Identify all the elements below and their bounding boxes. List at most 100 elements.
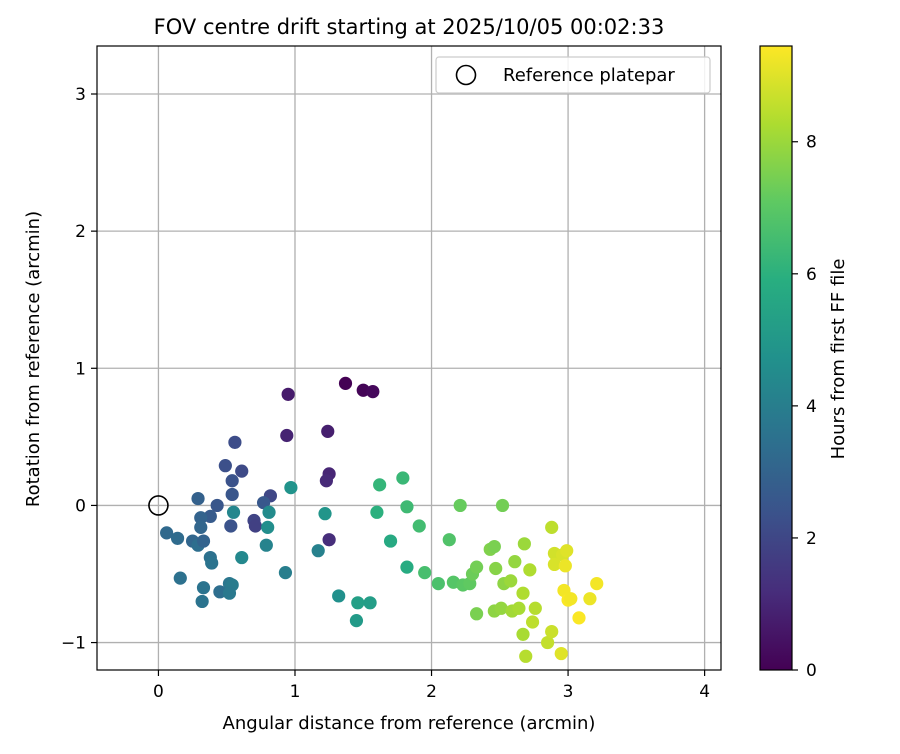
chart-title: FOV centre drift starting at 2025/10/05 … bbox=[154, 15, 665, 39]
data-point bbox=[351, 596, 365, 610]
x-tick-label: 2 bbox=[426, 682, 437, 702]
y-tick-label: 0 bbox=[75, 496, 86, 516]
colorbar-tick-label: 0 bbox=[806, 661, 817, 681]
data-point bbox=[318, 507, 332, 521]
data-point bbox=[453, 498, 467, 513]
data-point bbox=[261, 520, 275, 534]
data-point bbox=[523, 563, 537, 577]
data-point bbox=[194, 520, 208, 534]
data-point bbox=[332, 589, 346, 603]
legend: Reference platepar bbox=[435, 56, 711, 94]
data-point bbox=[205, 556, 219, 570]
data-point bbox=[373, 478, 387, 492]
grid bbox=[97, 46, 721, 670]
data-point bbox=[218, 459, 232, 473]
data-point bbox=[400, 500, 414, 514]
data-point bbox=[545, 625, 559, 639]
data-point bbox=[363, 596, 377, 610]
data-point bbox=[564, 592, 578, 606]
data-point bbox=[512, 601, 526, 615]
data-point bbox=[194, 511, 208, 525]
data-point bbox=[311, 544, 325, 558]
data-point bbox=[322, 533, 336, 547]
colorbar-tick-label: 4 bbox=[806, 397, 817, 417]
data-point bbox=[545, 520, 559, 534]
data-point bbox=[590, 577, 604, 591]
data-point bbox=[349, 614, 364, 628]
colorbar-tick-label: 6 bbox=[806, 265, 817, 285]
data-point bbox=[256, 496, 271, 510]
legend-label-reference-platepar: Reference platepar bbox=[503, 65, 675, 86]
data-point bbox=[469, 607, 484, 621]
data-point bbox=[487, 539, 501, 554]
data-point bbox=[504, 574, 518, 588]
colorbar-gradient bbox=[759, 45, 793, 671]
x-tick-label: 3 bbox=[563, 682, 574, 702]
data-point bbox=[558, 559, 572, 573]
data-point bbox=[226, 505, 241, 519]
data-point bbox=[572, 611, 586, 625]
data-point bbox=[370, 505, 384, 519]
plot-frame bbox=[96, 45, 722, 671]
data-point bbox=[540, 635, 555, 650]
data-point bbox=[259, 538, 273, 552]
data-point bbox=[173, 571, 187, 585]
data-point bbox=[210, 498, 224, 513]
data-point bbox=[228, 435, 242, 449]
data-point bbox=[554, 646, 568, 661]
x-axis-ticks: 0 1 2 3 4 bbox=[153, 670, 710, 702]
colorbar-label: Hours from first FF file bbox=[828, 259, 849, 460]
data-point bbox=[412, 519, 426, 533]
data-point bbox=[418, 566, 432, 580]
x-tick-label: 0 bbox=[153, 682, 164, 702]
y-axis-ticks: −1 0 1 2 3 bbox=[61, 85, 97, 654]
data-point bbox=[494, 601, 508, 615]
data-point bbox=[319, 474, 333, 488]
data-point bbox=[196, 581, 211, 595]
data-point bbox=[495, 498, 510, 513]
data-point bbox=[560, 544, 574, 558]
data-point bbox=[224, 519, 238, 533]
colorbar-ticks: 0 2 4 6 8 bbox=[792, 133, 817, 681]
data-point bbox=[278, 566, 293, 580]
data-point bbox=[583, 592, 597, 606]
data-point bbox=[248, 519, 262, 533]
y-tick-label: −1 bbox=[61, 634, 86, 654]
data-point bbox=[516, 627, 530, 641]
x-axis-label: Angular distance from reference (arcmin) bbox=[223, 713, 596, 734]
data-point bbox=[225, 487, 239, 502]
data-point bbox=[519, 649, 533, 663]
data-point bbox=[196, 534, 211, 548]
data-point bbox=[442, 533, 456, 547]
data-point bbox=[516, 586, 530, 600]
colorbar-tick-label: 2 bbox=[806, 529, 817, 549]
y-tick-label: 3 bbox=[75, 85, 86, 105]
data-point bbox=[366, 385, 380, 399]
y-tick-label: 2 bbox=[75, 222, 86, 242]
data-point bbox=[525, 615, 540, 629]
data-point bbox=[284, 481, 298, 495]
data-point bbox=[281, 387, 295, 401]
data-point bbox=[431, 577, 445, 591]
x-tick-label: 4 bbox=[699, 682, 710, 702]
y-tick-label: 1 bbox=[75, 359, 86, 379]
data-point bbox=[225, 474, 239, 488]
legend-reference-marker bbox=[455, 64, 477, 86]
data-point bbox=[517, 537, 531, 551]
data-point bbox=[396, 471, 410, 485]
data-point bbox=[469, 560, 484, 574]
data-point bbox=[262, 505, 276, 519]
data-point bbox=[195, 594, 209, 609]
data-point bbox=[222, 586, 237, 600]
data-point bbox=[235, 550, 249, 565]
data-point bbox=[489, 561, 503, 576]
data-point bbox=[338, 376, 353, 390]
legend-box bbox=[435, 56, 711, 94]
reference-marker bbox=[148, 495, 169, 516]
colorbar: 0 2 4 6 8 Hours from first FF file bbox=[759, 45, 849, 681]
data-point bbox=[400, 560, 414, 574]
data-points bbox=[160, 376, 604, 663]
data-point bbox=[160, 526, 174, 540]
data-point bbox=[321, 424, 335, 438]
